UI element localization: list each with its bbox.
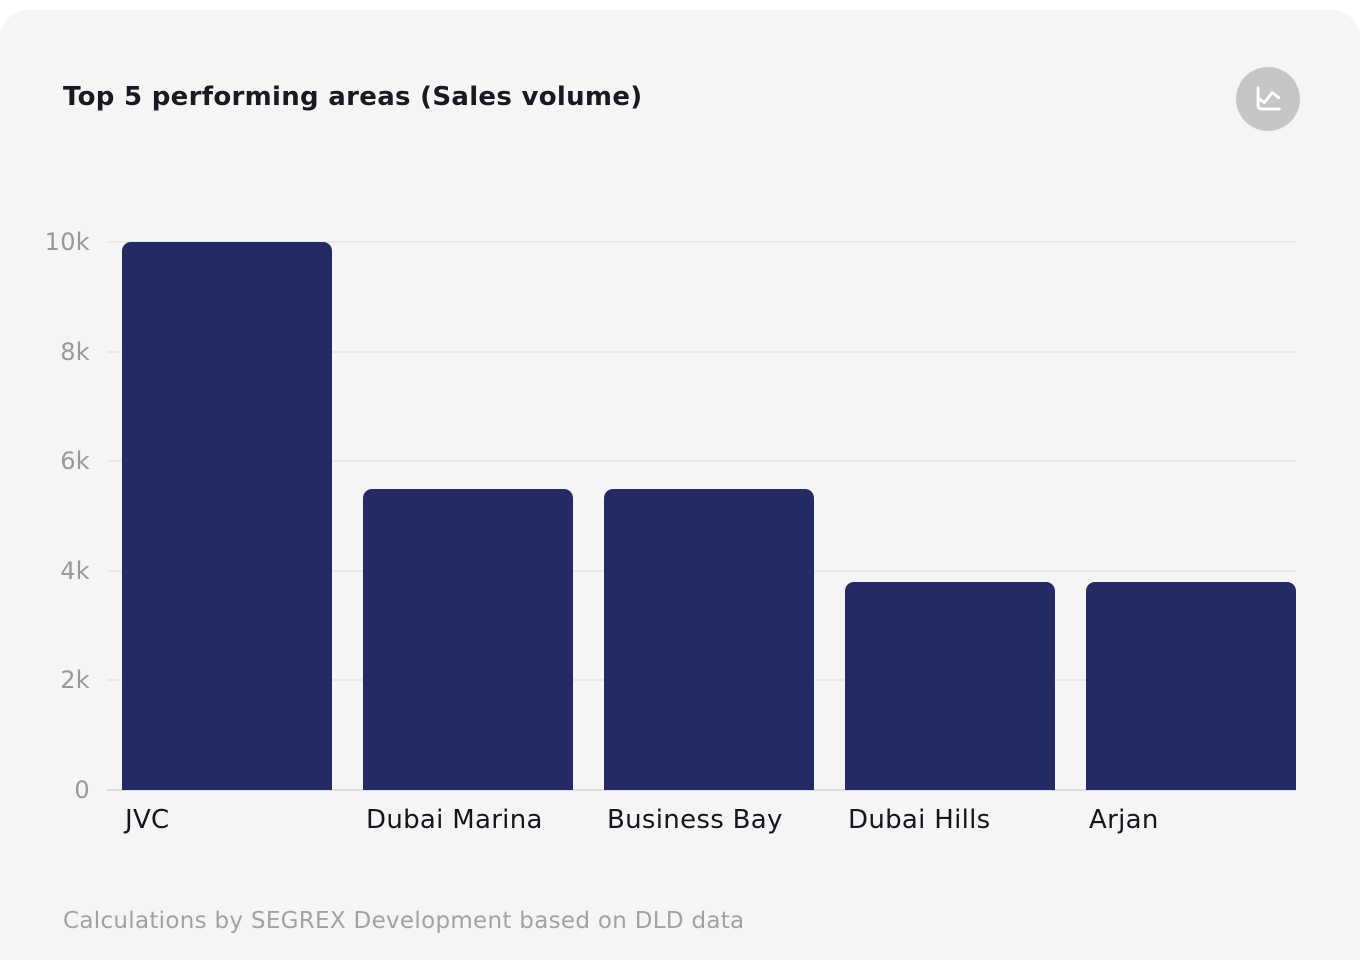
y-axis-tick-label: 8k (60, 337, 90, 366)
y-axis-tick-label: 10k (44, 228, 90, 256)
gridline-6k (107, 460, 1296, 463)
x-axis-category-label: Arjan (1089, 805, 1159, 835)
y-axis-tick-label: 2k (60, 666, 90, 695)
gridline-8k (107, 350, 1296, 353)
bar-dubai-marina[interactable] (363, 489, 573, 790)
bar-jvc[interactable] (122, 242, 332, 790)
x-axis-category-label: JVC (125, 805, 170, 835)
bar-business-bay[interactable] (604, 489, 814, 790)
chart-source-caption: Calculations by SEGREX Development based… (63, 908, 745, 934)
bar-dubai-hills[interactable] (845, 582, 1055, 790)
gridline-10k (107, 241, 1296, 243)
y-axis-tick-label: 0 (74, 776, 90, 804)
trend-chart-icon (1251, 82, 1285, 116)
x-axis-category-label: Business Bay (607, 805, 783, 835)
y-axis-tick-label: 4k (60, 556, 90, 585)
bar-arjan[interactable] (1086, 582, 1296, 790)
chart-title: Top 5 performing areas (Sales volume) (63, 82, 643, 112)
bar-chart-plot-area: 0 2k 4k 6k 8k 10k JVC Dubai Marina Business Bay D… (45, 228, 1296, 835)
y-axis-tick-label: 6k (60, 447, 90, 476)
chart-card: Top 5 performing areas (Sales volume) 0 2… (0, 10, 1360, 960)
gridline-0 (107, 789, 1296, 791)
x-axis-category-label: Dubai Marina (366, 805, 543, 835)
x-axis-category-label: Dubai Hills (848, 805, 991, 835)
trend-chart-button[interactable] (1236, 67, 1300, 131)
